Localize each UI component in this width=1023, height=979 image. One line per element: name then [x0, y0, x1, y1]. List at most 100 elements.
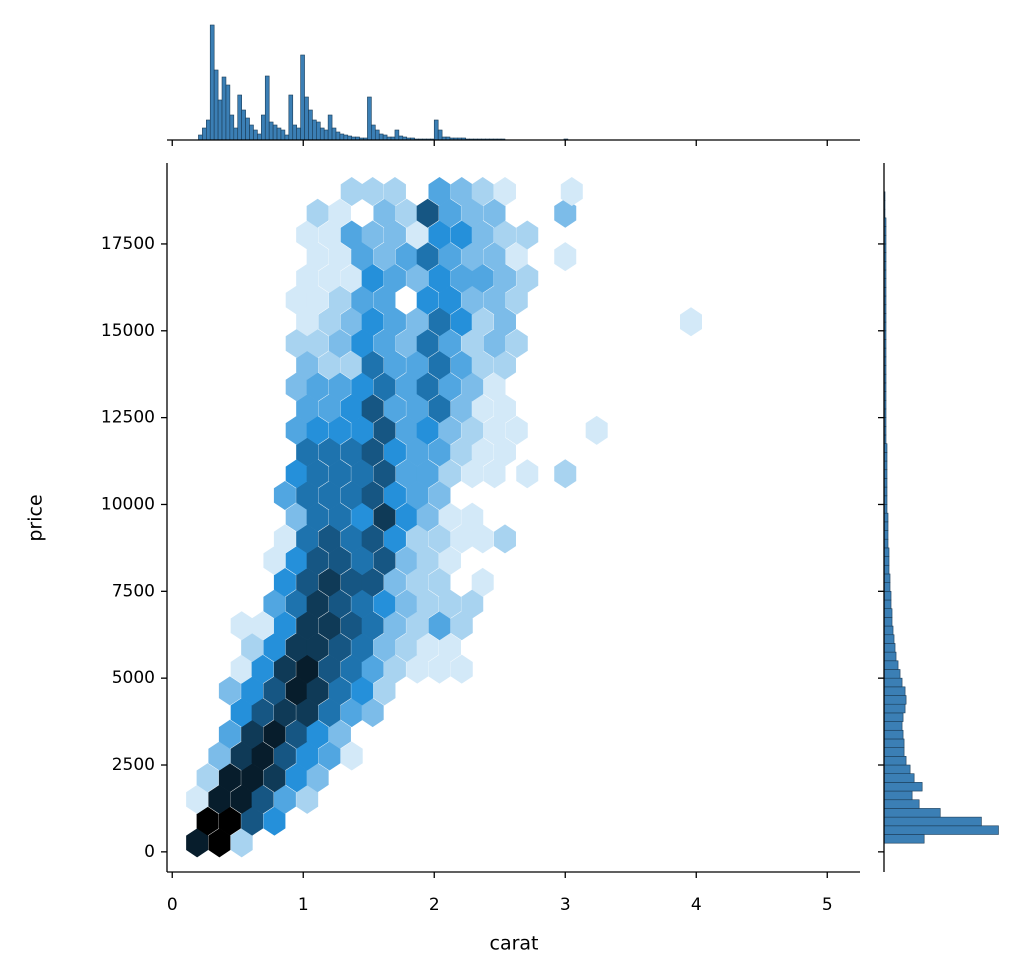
hex-cell	[351, 502, 374, 532]
hex-cell	[351, 676, 374, 706]
hex-cell	[373, 632, 396, 662]
y-tick-label: 0	[144, 842, 155, 862]
hex-cell	[340, 394, 363, 424]
hex-cell	[383, 567, 406, 597]
hex-cell	[361, 350, 384, 380]
hex-cell	[340, 654, 363, 684]
hex-cell	[416, 285, 439, 315]
hex-cell	[208, 784, 231, 814]
hex-cell	[340, 220, 363, 250]
hex-cell	[296, 394, 319, 424]
hex-cell	[273, 567, 296, 597]
hex-cell	[340, 524, 363, 554]
hex-cell	[196, 806, 219, 836]
hex-cell	[263, 719, 286, 749]
hex-cell	[493, 220, 516, 250]
hex-cell	[554, 459, 577, 489]
hex-cell	[416, 502, 439, 532]
hex-cell	[438, 372, 461, 402]
hex-cell	[361, 698, 384, 728]
hex-cell	[361, 394, 384, 424]
hex-cell	[273, 654, 296, 684]
hex-cell	[395, 198, 418, 228]
hex-cell	[428, 654, 451, 684]
hex-cell	[383, 480, 406, 510]
hex-cell	[273, 784, 296, 814]
hex-cell	[306, 676, 329, 706]
right-hist-bar	[883, 695, 907, 705]
hex-cell	[296, 698, 319, 728]
hex-cell	[395, 632, 418, 662]
top-hist-bar	[339, 133, 345, 141]
hex-cell	[438, 632, 461, 662]
hex-cell	[285, 676, 308, 706]
top-hist-bar	[209, 24, 215, 141]
hex-cell	[406, 350, 429, 380]
hex-cell	[351, 589, 374, 619]
hex-cell	[438, 589, 461, 619]
hex-cell	[251, 784, 274, 814]
top-hist-bar	[308, 109, 313, 141]
right-hist-bar	[883, 738, 905, 748]
hex-cell	[450, 524, 473, 554]
hex-cell	[230, 698, 253, 728]
hex-cell	[328, 632, 351, 662]
right-hist-bar	[883, 808, 941, 818]
hex-cell	[406, 307, 429, 337]
right-hist-bar	[883, 834, 925, 844]
hex-cell	[450, 307, 473, 337]
hex-cell	[361, 437, 384, 467]
x-tick-label: 1	[298, 895, 309, 915]
hex-cell	[285, 502, 308, 532]
axes-layer: carat price 0 1 2 3 4 5 0 2500 5000 7500 10000 1250…	[25, 139, 885, 955]
right-hist-bar	[883, 625, 894, 636]
right-hist-bar	[883, 721, 903, 731]
hex-cell	[218, 763, 241, 793]
hex-cell	[340, 611, 363, 641]
hex-cell	[483, 198, 506, 228]
hex-cell	[450, 437, 473, 467]
top-hist-bar	[312, 119, 317, 141]
hex-cell	[285, 372, 308, 402]
hex-cell	[285, 632, 308, 662]
hex-cell	[361, 177, 384, 207]
hex-cell	[306, 763, 329, 793]
hex-cell	[554, 198, 577, 228]
hex-cell	[340, 480, 363, 510]
hex-cell	[395, 328, 418, 358]
hex-cell	[306, 415, 329, 445]
hex-cell	[263, 763, 286, 793]
hex-cell	[406, 611, 429, 641]
hex-cell	[471, 524, 494, 554]
hex-cell	[416, 242, 439, 272]
top-hist-bar	[292, 124, 297, 141]
hex-cell	[406, 480, 429, 510]
hex-cell	[218, 676, 241, 706]
hex-cell	[351, 415, 374, 445]
hex-cell	[285, 546, 308, 576]
hex-cell	[230, 784, 253, 814]
hex-cell	[461, 242, 484, 272]
hex-cell	[406, 437, 429, 467]
right-hist-bar	[883, 591, 892, 601]
right-hist-bar	[883, 669, 901, 679]
hex-cell	[505, 242, 528, 272]
hex-cell	[395, 372, 418, 402]
hex-cell	[395, 502, 418, 532]
top-hist-bar	[206, 119, 211, 141]
right-hist-bar	[883, 703, 906, 714]
top-hist-bar	[217, 99, 223, 141]
hex-cell	[296, 480, 319, 510]
hex-cell	[395, 546, 418, 576]
hex-cell	[383, 524, 406, 554]
top-hist-bar	[378, 133, 384, 141]
hex-cell	[493, 394, 516, 424]
top-hist-bar	[245, 117, 250, 141]
right-hist-bar	[883, 816, 982, 827]
hex-cell	[471, 177, 494, 207]
hex-cell	[328, 502, 351, 532]
hex-cell	[361, 654, 384, 684]
hex-cell	[406, 220, 429, 250]
y-axis-label: price	[25, 494, 47, 541]
